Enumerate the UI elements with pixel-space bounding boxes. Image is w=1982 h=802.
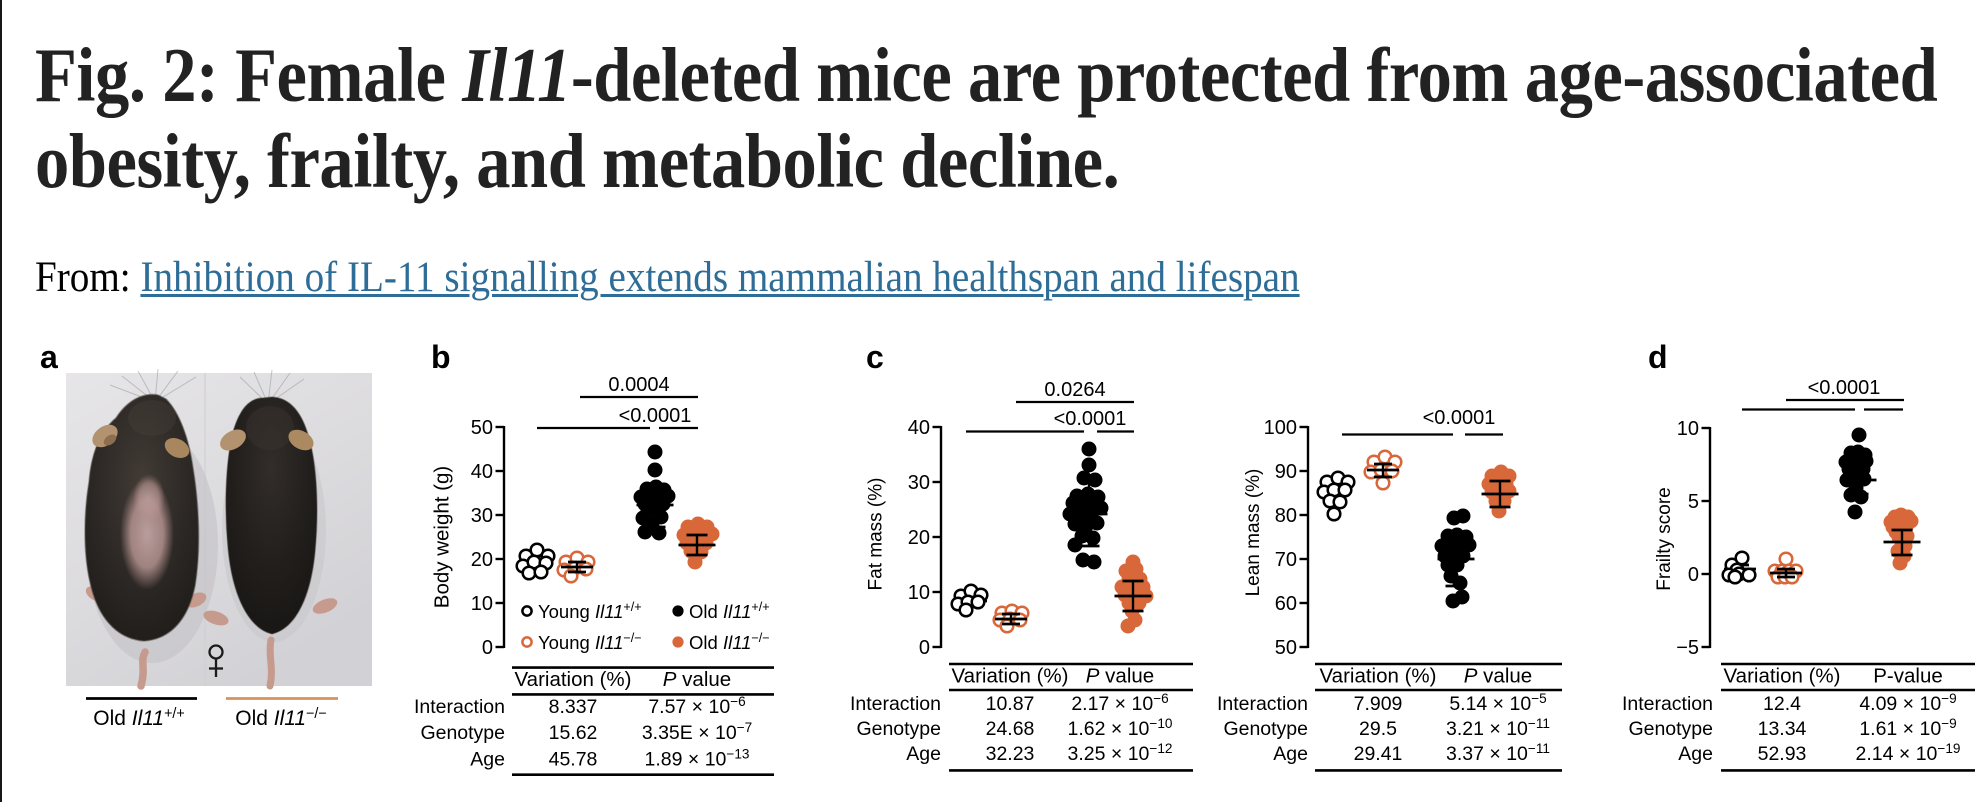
svg-text:1.89 × 10−13: 1.89 × 10−13 xyxy=(645,746,750,770)
svg-text:Fat mass (%): Fat mass (%) xyxy=(866,478,887,591)
svg-text:5: 5 xyxy=(1688,491,1699,513)
svg-text:Genotype: Genotype xyxy=(420,722,505,744)
svg-text:30: 30 xyxy=(471,505,493,527)
svg-text:Old Il11−/−: Old Il11−/− xyxy=(689,631,770,653)
svg-text:Variation (%): Variation (%) xyxy=(1320,665,1437,688)
svg-text:−5: −5 xyxy=(1676,637,1699,659)
svg-text:80: 80 xyxy=(1275,505,1297,527)
svg-text:d: d xyxy=(1648,339,1668,375)
svg-text:30: 30 xyxy=(908,472,930,494)
svg-text:10.87: 10.87 xyxy=(986,693,1035,715)
svg-text:Lean mass (%): Lean mass (%) xyxy=(1243,469,1264,597)
svg-text:<0.0001: <0.0001 xyxy=(619,405,692,427)
svg-text:3.37 × 10−11: 3.37 × 10−11 xyxy=(1446,741,1550,765)
svg-text:50: 50 xyxy=(1275,637,1297,659)
svg-text:Genotype: Genotype xyxy=(1223,718,1308,740)
svg-text:Body weight (g): Body weight (g) xyxy=(431,466,454,608)
svg-text:40: 40 xyxy=(908,417,930,439)
svg-text:P-value: P-value xyxy=(1873,665,1943,688)
svg-text:20: 20 xyxy=(908,527,930,549)
svg-text:Age: Age xyxy=(470,748,505,770)
svg-text:Young Il11−/−: Young Il11−/− xyxy=(538,631,642,653)
svg-text:52.93: 52.93 xyxy=(1758,743,1807,765)
svg-text:Old Il11−/−: Old Il11−/− xyxy=(235,706,327,730)
svg-text:10: 10 xyxy=(471,593,493,615)
svg-text:10: 10 xyxy=(1677,418,1699,440)
svg-text:P value: P value xyxy=(663,668,731,691)
svg-text:Variation (%): Variation (%) xyxy=(952,665,1069,688)
svg-text:10: 10 xyxy=(908,582,930,604)
svg-text:24.68: 24.68 xyxy=(986,718,1035,740)
svg-text:50: 50 xyxy=(471,417,493,439)
svg-text:Age: Age xyxy=(1273,743,1308,765)
svg-text:0.0264: 0.0264 xyxy=(1044,379,1105,401)
svg-text:13.34: 13.34 xyxy=(1758,718,1807,740)
svg-text:Variation (%): Variation (%) xyxy=(1724,665,1841,688)
svg-text:60: 60 xyxy=(1275,593,1297,615)
svg-text:0.0004: 0.0004 xyxy=(608,374,669,396)
svg-text:1.61 × 10−9: 1.61 × 10−9 xyxy=(1859,716,1956,740)
svg-text:Genotype: Genotype xyxy=(1628,718,1713,740)
svg-text:Frailty score: Frailty score xyxy=(1654,487,1675,590)
svg-text:4.09 × 10−9: 4.09 × 10−9 xyxy=(1859,691,1956,715)
svg-text:7.57 × 10−6: 7.57 × 10−6 xyxy=(648,694,745,718)
svg-text:45.78: 45.78 xyxy=(549,748,598,770)
svg-text:<0.0001: <0.0001 xyxy=(1808,377,1881,399)
svg-text:5.14 × 10−5: 5.14 × 10−5 xyxy=(1449,691,1546,715)
svg-text:Age: Age xyxy=(1678,743,1713,765)
svg-text:2.14 × 10−19: 2.14 × 10−19 xyxy=(1856,741,1961,765)
svg-text:Genotype: Genotype xyxy=(856,718,941,740)
svg-text:3.21 × 10−11: 3.21 × 10−11 xyxy=(1446,716,1550,740)
svg-text:12.4: 12.4 xyxy=(1763,693,1801,715)
svg-text:7.909: 7.909 xyxy=(1354,693,1403,715)
svg-text:c: c xyxy=(866,339,884,375)
svg-text:b: b xyxy=(431,339,451,375)
svg-text:Interaction: Interaction xyxy=(850,693,941,715)
svg-text:2.17 × 10−6: 2.17 × 10−6 xyxy=(1071,691,1168,715)
svg-text:29.41: 29.41 xyxy=(1354,743,1403,765)
svg-text:70: 70 xyxy=(1275,549,1297,571)
svg-text:3.25 × 10−12: 3.25 × 10−12 xyxy=(1068,741,1173,765)
svg-text:32.23: 32.23 xyxy=(986,743,1035,765)
svg-text:Age: Age xyxy=(906,743,941,765)
svg-text:Young Il11+/+: Young Il11+/+ xyxy=(538,600,642,622)
svg-text:8.337: 8.337 xyxy=(549,696,598,718)
svg-text:3.35E × 10−7: 3.35E × 10−7 xyxy=(642,720,752,744)
svg-text:Old Il11+/+: Old Il11+/+ xyxy=(689,600,770,622)
svg-text:15.62: 15.62 xyxy=(549,722,598,744)
svg-text:Interaction: Interaction xyxy=(1217,693,1308,715)
svg-text:100: 100 xyxy=(1264,417,1297,439)
svg-text:a: a xyxy=(40,339,58,375)
svg-text:Variation (%): Variation (%) xyxy=(515,668,632,691)
svg-text:0: 0 xyxy=(919,637,930,659)
svg-text:90: 90 xyxy=(1275,461,1297,483)
svg-text:P value: P value xyxy=(1464,665,1532,688)
svg-text:<0.0001: <0.0001 xyxy=(1054,408,1127,430)
svg-text:0: 0 xyxy=(482,637,493,659)
svg-text:20: 20 xyxy=(471,549,493,571)
svg-text:1.62 × 10−10: 1.62 × 10−10 xyxy=(1068,716,1173,740)
svg-text:Old Il11+/+: Old Il11+/+ xyxy=(93,706,185,730)
svg-text:Interaction: Interaction xyxy=(414,696,505,718)
svg-text:0: 0 xyxy=(1688,564,1699,586)
svg-text:<0.0001: <0.0001 xyxy=(1423,407,1496,429)
svg-text:Interaction: Interaction xyxy=(1622,693,1713,715)
svg-text:40: 40 xyxy=(471,461,493,483)
svg-text:29.5: 29.5 xyxy=(1359,718,1397,740)
svg-text:P value: P value xyxy=(1086,665,1154,688)
